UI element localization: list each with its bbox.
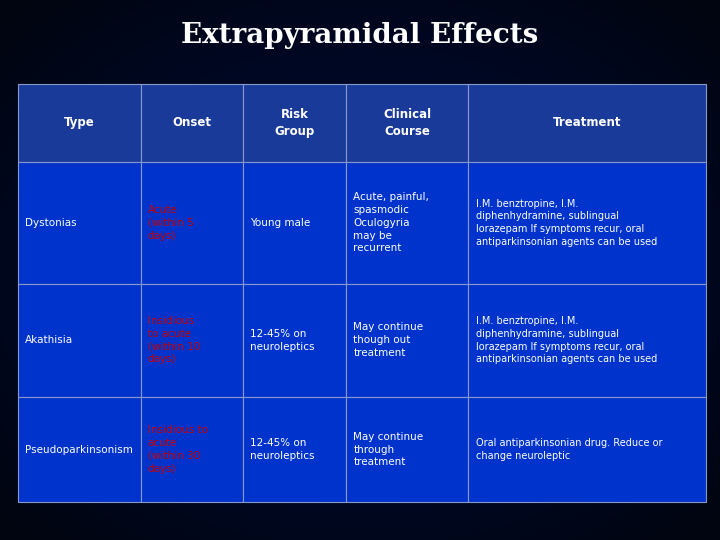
Bar	[346, 162, 469, 284]
Text: Dystonias: Dystonias	[25, 218, 77, 228]
Bar	[18, 397, 140, 502]
Bar	[469, 84, 706, 162]
Bar	[18, 162, 140, 284]
Text: I.M. benztropine, I.M.
diphenhydramine, sublingual
lorazepam If symptoms recur, : I.M. benztropine, I.M. diphenhydramine, …	[476, 316, 657, 364]
Text: 12-45% on
neuroleptics: 12-45% on neuroleptics	[251, 329, 315, 352]
Text: I.M. benztropine, I.M.
diphenhydramine, sublingual
lorazepam If symptoms recur, : I.M. benztropine, I.M. diphenhydramine, …	[476, 199, 657, 247]
Text: Oral antiparkinsonian drug. Reduce or
change neuroleptic: Oral antiparkinsonian drug. Reduce or ch…	[476, 438, 662, 461]
Text: May continue
through
treatment: May continue through treatment	[354, 432, 423, 467]
Bar	[243, 84, 346, 162]
Text: May continue
though out
treatment: May continue though out treatment	[354, 322, 423, 358]
Text: Insidious to
acute
(within 30
days): Insidious to acute (within 30 days)	[148, 426, 207, 474]
Bar	[346, 84, 469, 162]
Bar	[140, 284, 243, 397]
Bar	[469, 162, 706, 284]
Bar	[469, 284, 706, 397]
Text: Onset: Onset	[172, 116, 212, 130]
Text: Risk
Group: Risk Group	[274, 108, 315, 138]
Bar	[18, 84, 140, 162]
Text: Insidious
to acute
(within 10
days): Insidious to acute (within 10 days)	[148, 316, 200, 364]
Bar	[346, 397, 469, 502]
Bar	[346, 284, 469, 397]
Text: Young male: Young male	[251, 218, 311, 228]
Text: Acute
(within 5
days): Acute (within 5 days)	[148, 205, 194, 240]
Text: 12-45% on
neuroleptics: 12-45% on neuroleptics	[251, 438, 315, 461]
Bar	[140, 162, 243, 284]
Bar	[140, 84, 243, 162]
Bar	[243, 397, 346, 502]
Bar	[18, 284, 140, 397]
Bar	[469, 397, 706, 502]
Text: Treatment: Treatment	[553, 116, 621, 130]
Bar	[243, 162, 346, 284]
Text: Clinical
Course: Clinical Course	[383, 108, 431, 138]
Text: Acute, painful,
spasmodic
Oculogyria
may be
recurrent: Acute, painful, spasmodic Oculogyria may…	[354, 192, 429, 253]
Bar	[140, 397, 243, 502]
Text: Pseudoparkinsonism: Pseudoparkinsonism	[25, 444, 133, 455]
Text: Akathisia: Akathisia	[25, 335, 73, 345]
Text: Extrapyramidal Effects: Extrapyramidal Effects	[181, 22, 539, 49]
Bar	[243, 284, 346, 397]
Text: Type: Type	[64, 116, 94, 130]
